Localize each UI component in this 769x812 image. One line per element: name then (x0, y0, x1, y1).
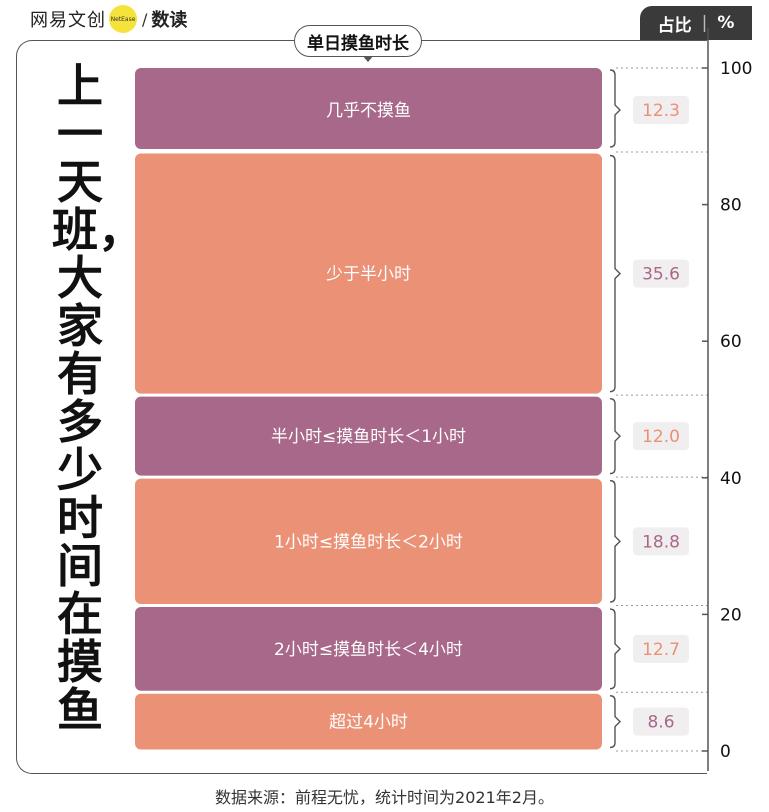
value-box (633, 527, 689, 556)
y-tick-label: 80 (720, 196, 742, 216)
unit-tab: 占比 | % (640, 6, 752, 40)
brand-logo: 网易文创 NetEase / 数读 (30, 5, 188, 33)
bar-segment (135, 478, 602, 605)
bar-segment-label: 几乎不摸鱼 (326, 101, 411, 121)
bar-segment (135, 607, 602, 691)
value-label: 35.6 (642, 265, 680, 285)
brand-badge: NetEase (109, 5, 137, 33)
bracket (609, 154, 621, 393)
value-box (633, 634, 689, 663)
y-tick-label: 100 (720, 59, 752, 79)
data-source: 数据来源：前程无忧，统计时间为2021年2月。 (215, 788, 554, 807)
unit-tab-label: 占比 (657, 15, 692, 36)
bar-segment-label: 少于半小时 (326, 265, 411, 285)
unit-tab-separator: | (701, 13, 708, 33)
bar-segment-label: 半小时≤摸鱼时长＜1小时 (271, 427, 466, 447)
bracket (609, 479, 621, 603)
bar-segment-label: 1小时≤摸鱼时长＜2小时 (274, 532, 463, 552)
y-tick-label: 0 (720, 742, 731, 762)
value-box (633, 422, 689, 451)
bar-segment (135, 153, 602, 394)
y-tick-label: 40 (720, 469, 742, 489)
series-label: 单日摸鱼时长 (294, 25, 422, 57)
bracket (609, 397, 621, 475)
value-label: 12.7 (642, 640, 680, 660)
bar-segment (135, 68, 602, 150)
value-box (633, 259, 689, 288)
bar-segment (135, 693, 602, 750)
brand-slash: / (142, 9, 148, 29)
bar-segment-label: 超过4小时 (329, 713, 408, 733)
bar-segment (135, 396, 602, 476)
brand-sub: 数读 (151, 10, 188, 31)
value-label: 12.0 (642, 427, 680, 447)
y-tick-label: 20 (720, 605, 742, 625)
value-box (633, 96, 689, 125)
bracket (609, 608, 621, 690)
y-tick-label: 60 (720, 332, 742, 352)
value-label: 18.8 (642, 532, 680, 552)
bracket (609, 69, 621, 148)
brand-name: 网易文创 (30, 10, 106, 31)
value-label: 12.3 (642, 101, 680, 121)
bar-segment-label: 2小时≤摸鱼时长＜4小时 (274, 640, 463, 660)
unit-tab-unit: % (717, 13, 735, 33)
value-box (633, 707, 689, 736)
bracket (609, 695, 621, 749)
value-label: 8.6 (647, 713, 674, 733)
